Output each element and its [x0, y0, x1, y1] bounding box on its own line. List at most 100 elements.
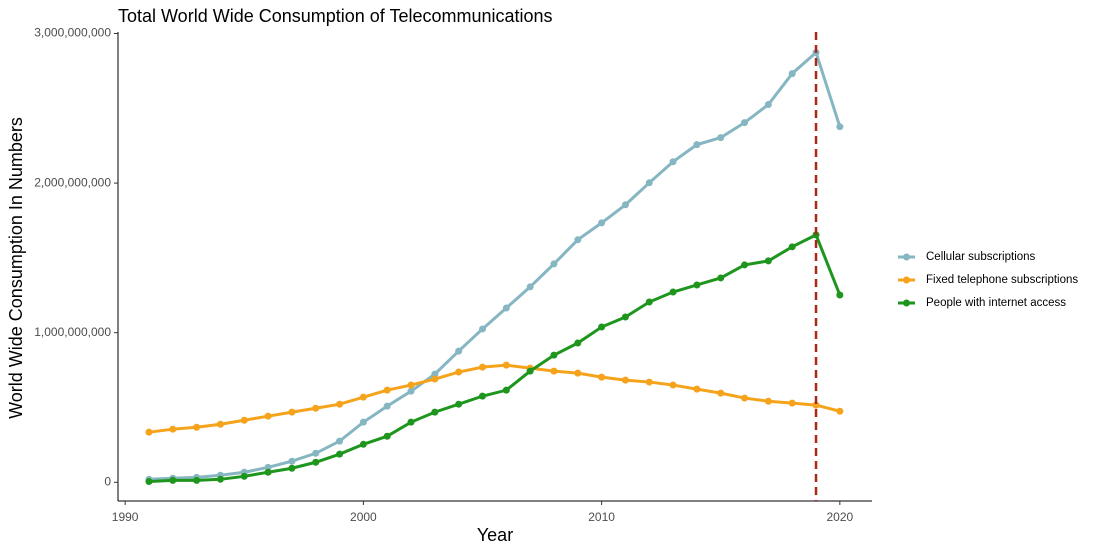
data-point	[359, 440, 367, 448]
data-point	[431, 370, 439, 378]
data-point	[788, 70, 796, 78]
data-point	[693, 385, 701, 393]
data-point	[502, 304, 510, 312]
x-tick-label: 2010	[588, 510, 615, 524]
data-point	[383, 402, 391, 410]
data-point	[193, 476, 201, 484]
data-point	[336, 400, 344, 408]
chart-title: Total World Wide Consumption of Telecomm…	[118, 6, 553, 26]
data-point	[312, 404, 320, 412]
series-line	[148, 363, 841, 434]
data-point	[312, 449, 320, 457]
data-point	[407, 418, 415, 426]
series-line	[148, 232, 842, 484]
data-point	[550, 260, 558, 268]
data-point	[383, 386, 391, 394]
data-point	[574, 236, 582, 244]
data-point	[407, 381, 415, 389]
data-point	[574, 369, 582, 377]
data-point	[240, 416, 248, 424]
data-point	[717, 389, 725, 397]
data-point	[836, 123, 844, 131]
data-point	[621, 201, 629, 209]
data-point	[288, 408, 296, 416]
data-point	[288, 457, 296, 465]
data-point	[550, 367, 558, 375]
data-point	[669, 288, 677, 296]
data-point	[193, 423, 201, 431]
data-point	[336, 437, 344, 445]
data-point	[478, 392, 486, 400]
data-point	[455, 347, 463, 355]
data-point	[741, 119, 749, 127]
data-point	[478, 363, 486, 371]
legend-marker	[903, 299, 910, 307]
data-point	[431, 408, 439, 416]
data-point	[431, 375, 439, 383]
data-point	[764, 101, 772, 109]
data-point	[741, 261, 749, 269]
data-point	[598, 219, 606, 227]
data-point	[264, 463, 272, 471]
data-point	[645, 179, 653, 187]
data-point	[359, 393, 367, 401]
data-point	[526, 367, 534, 375]
legend-label: People with internet access	[926, 297, 1066, 309]
data-point	[216, 420, 224, 428]
legend-label: Cellular subscriptions	[926, 251, 1036, 263]
y-tick-label: 1,000,000,000	[34, 325, 111, 339]
data-point	[574, 339, 582, 347]
data-point	[764, 257, 772, 265]
legend-marker	[903, 276, 910, 284]
data-point	[526, 283, 534, 291]
data-point	[336, 450, 344, 458]
data-point	[669, 381, 677, 389]
data-point	[383, 432, 391, 440]
legend-marker	[903, 253, 910, 261]
data-point	[145, 478, 153, 486]
data-point	[550, 351, 558, 359]
data-point	[502, 361, 510, 369]
data-point	[621, 313, 629, 321]
data-point	[145, 428, 153, 436]
data-point	[264, 468, 272, 476]
data-point	[502, 386, 510, 394]
data-point	[764, 397, 772, 405]
data-point	[621, 376, 629, 384]
data-point	[741, 394, 749, 402]
data-point	[836, 291, 844, 299]
data-point	[240, 472, 248, 480]
y-tick-label: 2,000,000,000	[34, 175, 111, 189]
data-point	[455, 400, 463, 408]
data-point	[359, 418, 367, 426]
data-point	[598, 373, 606, 381]
data-point	[836, 407, 844, 415]
data-point	[812, 401, 820, 409]
data-point	[216, 475, 224, 483]
data-point	[645, 378, 653, 386]
series-line	[148, 49, 842, 481]
x-axis-label: Year	[477, 525, 513, 545]
data-point	[693, 141, 701, 149]
data-point	[598, 323, 606, 331]
data-point	[788, 399, 796, 407]
data-point	[669, 158, 677, 166]
data-point	[478, 325, 486, 333]
data-point	[717, 274, 725, 282]
data-point	[693, 281, 701, 289]
data-point	[788, 243, 796, 251]
data-point	[288, 464, 296, 472]
x-tick-label: 1990	[112, 510, 139, 524]
data-point	[169, 425, 177, 433]
x-tick-label: 2000	[350, 510, 377, 524]
data-point	[717, 134, 725, 142]
data-point	[407, 387, 415, 395]
legend-label: Fixed telephone subscriptions	[926, 274, 1078, 286]
y-tick-label: 0	[104, 474, 111, 488]
data-point	[645, 298, 653, 306]
x-tick-label: 2020	[826, 510, 853, 524]
y-axis-label: World Wide Consumption In Numbers	[6, 117, 26, 419]
data-point	[169, 476, 177, 484]
data-point	[312, 458, 320, 466]
